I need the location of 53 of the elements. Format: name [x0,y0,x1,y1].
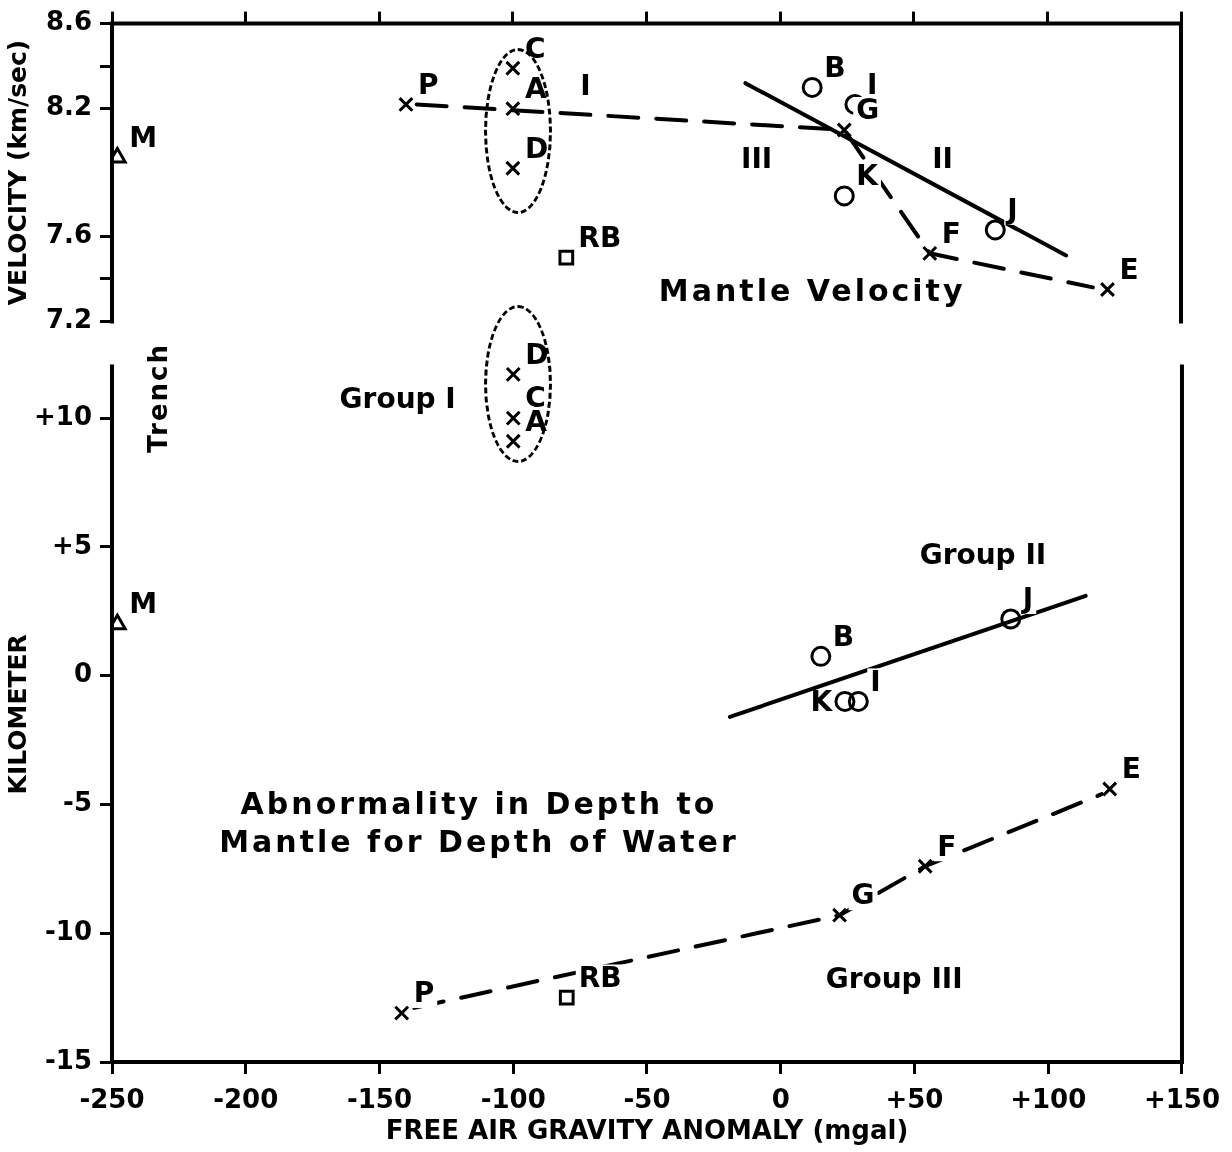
x-tick-label: 0 [771,1084,790,1115]
x-tick-label: -200 [213,1084,279,1115]
annotation: M [129,120,158,154]
y-tick-label: 7.6 [45,219,92,250]
annotation: III [740,141,773,175]
annotation: P [417,67,439,101]
y-tick-label: 7.2 [45,304,92,335]
x-tick-label: -150 [346,1084,413,1115]
y-tick-label: -15 [45,1044,92,1075]
y-tick-label: 8.6 [45,6,92,37]
annotation: II [932,141,954,175]
annotation: B [824,50,846,84]
annotation: M [129,587,158,621]
y-tick-label: +5 [52,529,92,560]
y-axis-title: VELOCITY (km/sec) [2,39,32,306]
annotation: Group II [919,538,1047,572]
annotation: F [941,216,961,250]
annotation: K [856,159,880,193]
text: Abnormality in Depth to Mantle for Depth of Water [219,786,739,860]
annotation: G [851,878,875,912]
annotation: F [937,829,957,863]
annotation: I [870,664,881,698]
x-tick-label: -250 [79,1084,145,1115]
y-tick-label: 8.2 [45,91,92,122]
annotation: E [1121,752,1141,786]
y-tick-label: +10 [34,400,92,431]
x-tick-label: +50 [885,1084,944,1115]
y-tick-label: -10 [45,915,92,946]
annotation: Group III [825,961,963,995]
annotation: J [1020,582,1034,616]
annotation: Group I [339,381,456,415]
annotation: RB [578,220,622,254]
y-tick-label: 0 [73,658,92,689]
annotation: J [1005,193,1018,227]
annotation: E [1119,252,1139,286]
annotation: A [524,71,547,105]
annotation: I [580,68,591,102]
y-tick-label: -5 [63,787,92,818]
annotation: RB [578,960,622,994]
x-tick-label: -100 [480,1084,546,1115]
annotation: P [413,976,435,1010]
x-tick-label: +100 [1010,1084,1087,1115]
x-tick-label: +150 [1143,1084,1220,1115]
x-tick-label: -50 [623,1084,671,1115]
annotation: Trench [142,343,173,453]
annotation: B [832,619,855,653]
annotation: D [525,337,549,371]
annotation: K [810,685,834,719]
annotation: C [524,31,546,65]
y-axis-title: KILOMETER [2,634,32,795]
text: Mantle Velocity [658,272,966,308]
x-axis-title: FREE AIR GRAVITY ANOMALY (mgal) [385,1115,909,1146]
annotation: D [524,131,549,165]
